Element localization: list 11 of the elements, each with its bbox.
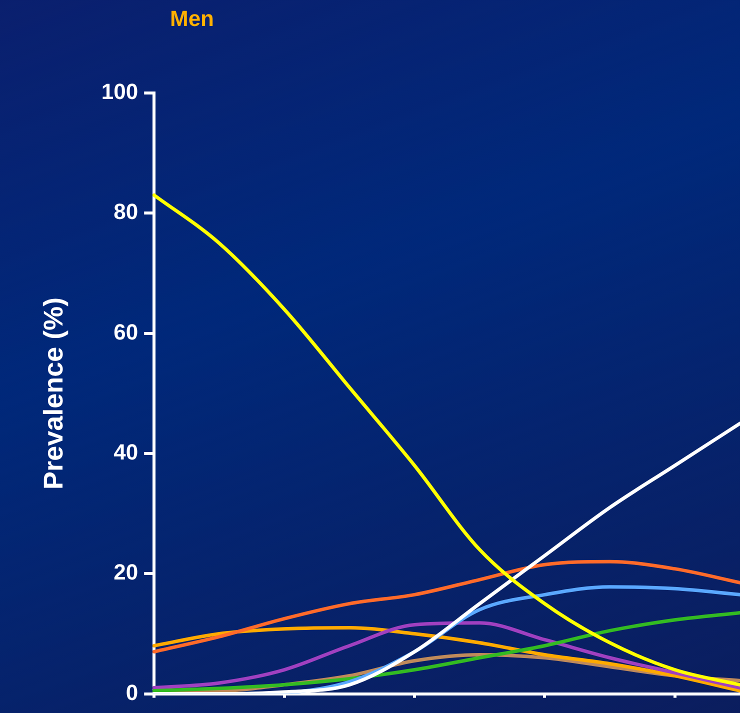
line-series <box>152 560 740 654</box>
chart-title: Men <box>170 6 214 32</box>
y-tick-label: 20 <box>114 560 138 585</box>
line-series <box>152 193 740 687</box>
y-axis-title: Prevalence (%) <box>38 297 69 490</box>
y-tick-label: 80 <box>114 199 138 224</box>
y-tick-label: 0 <box>126 680 138 705</box>
y-tick-label: 60 <box>114 319 138 344</box>
y-tick-label: 100 <box>101 79 138 104</box>
y-tick-label: 40 <box>114 440 138 465</box>
line-series <box>152 610 740 693</box>
